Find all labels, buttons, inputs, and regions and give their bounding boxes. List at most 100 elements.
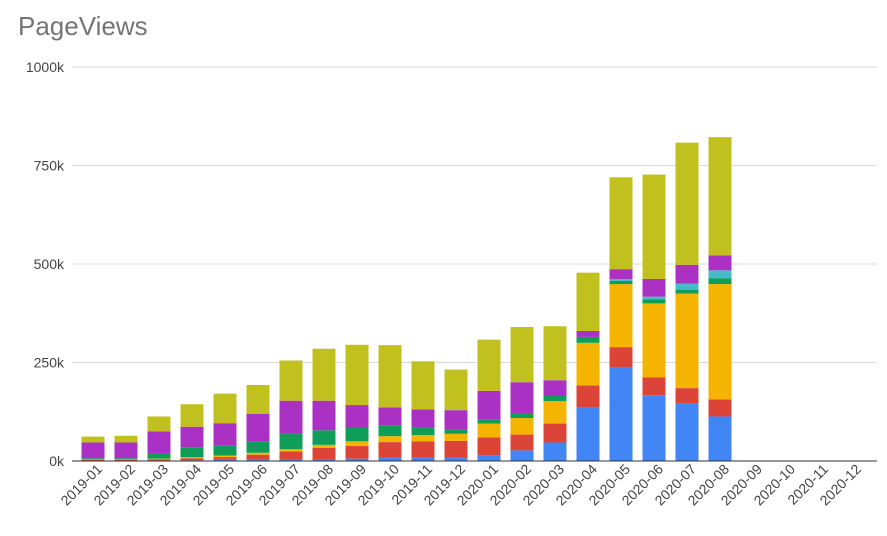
bar-segment-2019-08-s1 [312, 447, 336, 460]
bar-segment-2019-11-s2 [411, 434, 435, 442]
bar-segment-2019-06-s3 [246, 441, 270, 453]
bar-segment-2019-09-s0 [345, 458, 369, 461]
bar-segment-2019-02-s1 [114, 459, 138, 461]
bar-segment-2020-04-s1 [576, 385, 600, 408]
bar-segment-2019-12-s0 [444, 457, 468, 461]
bar-segment-2020-01-s0 [477, 455, 501, 461]
bar-segment-2019-03-s5 [147, 431, 171, 454]
bar-segment-2019-06-s0 [246, 459, 270, 461]
bar-segment-2020-08-s0 [708, 416, 732, 461]
bar-segment-2020-03-s6 [543, 326, 567, 381]
gridlines [72, 66, 877, 363]
bar-segment-2019-04-s3 [180, 447, 204, 458]
bar-segment-2019-07-s3 [279, 433, 303, 450]
bar-segment-2020-01-s3 [477, 419, 501, 424]
bar-segment-2020-07-s1 [675, 388, 699, 404]
bar-segment-2020-01-s1 [477, 437, 501, 456]
bar-segment-2019-10-s6 [378, 345, 402, 408]
bar-segment-2020-04-s0 [576, 407, 600, 461]
bar-segment-2020-03-s5 [543, 380, 567, 396]
bar-segment-2019-10-s3 [378, 425, 402, 437]
bar-segment-2019-11-s6 [411, 361, 435, 410]
bar-segment-2020-07-s3 [675, 289, 699, 294]
bar-segment-2020-02-s1 [510, 434, 534, 451]
y-tick-label: 0k [49, 453, 65, 469]
bar-segment-2020-07-s4 [675, 283, 699, 290]
bar-segment-2020-02-s5 [510, 382, 534, 413]
bar-segment-2019-11-s0 [411, 457, 435, 461]
bar-segment-2019-11-s3 [411, 427, 435, 435]
bar-segment-2019-06-s5 [246, 413, 270, 442]
bar-segment-2020-02-s3 [510, 412, 534, 419]
bar-segment-2019-07-s5 [279, 400, 303, 434]
bar-segment-2019-06-s2 [246, 452, 270, 455]
bar-segment-2019-04-s5 [180, 426, 204, 448]
bar-segment-2020-08-s1 [708, 399, 732, 417]
bar-segment-2019-01-s6 [81, 436, 105, 443]
bar-segment-2020-05-s4 [609, 278, 633, 281]
bar-segment-2019-07-s6 [279, 360, 303, 401]
bar-segment-2019-09-s6 [345, 344, 369, 406]
bar-segment-2020-01-s6 [477, 339, 501, 391]
bar-segment-2020-03-s1 [543, 423, 567, 443]
bar-segment-2020-04-s5 [576, 330, 600, 337]
bar-segment-2019-03-s3 [147, 453, 171, 459]
bar-segment-2019-11-s1 [411, 441, 435, 458]
bar-segment-2019-04-s2 [180, 457, 204, 459]
bar-segment-2020-05-s0 [609, 367, 633, 461]
bar-segment-2020-01-s5 [477, 390, 501, 420]
y-tick-label: 500k [34, 256, 65, 272]
bar-segment-2020-07-s6 [675, 142, 699, 265]
bar-segment-2019-08-s3 [312, 430, 336, 445]
bar-segment-2020-06-s1 [642, 377, 666, 396]
bar-segment-2020-04-s3 [576, 336, 600, 343]
bar-segment-2019-05-s3 [213, 445, 237, 456]
bar-segment-2019-03-s6 [147, 416, 171, 432]
bar-segment-2020-08-s2 [708, 284, 732, 400]
bar-segment-2020-03-s0 [543, 442, 567, 461]
bar-segment-2019-02-s6 [114, 435, 138, 443]
bar-segment-2019-06-s1 [246, 454, 270, 460]
bar-segment-2020-02-s6 [510, 327, 534, 383]
bar-segment-2020-05-s3 [609, 280, 633, 285]
bar-segment-2019-05-s0 [213, 459, 237, 461]
bar-segment-2019-10-s2 [378, 436, 402, 443]
bar-segment-2019-09-s1 [345, 446, 369, 459]
y-tick-label: 750k [34, 158, 65, 174]
bar-segment-2019-04-s6 [180, 404, 204, 427]
bar-segment-2019-07-s0 [279, 459, 303, 461]
bar-segment-2019-05-s1 [213, 457, 237, 460]
bar-segment-2020-05-s5 [609, 269, 633, 279]
bar-segment-2020-08-s6 [708, 137, 732, 256]
bar-segment-2019-05-s5 [213, 423, 237, 446]
bar-segment-2020-08-s3 [708, 278, 732, 285]
bar-segment-2020-03-s3 [543, 395, 567, 402]
bar-segment-2019-09-s2 [345, 441, 369, 447]
bar-segment-2019-02-s5 [114, 442, 138, 459]
bar-segment-2019-03-s1 [147, 459, 171, 461]
stacked-bars [81, 137, 732, 461]
bar-segment-2020-05-s2 [609, 284, 633, 348]
bar-segment-2019-12-s1 [444, 440, 468, 458]
bar-segment-2019-12-s3 [444, 429, 468, 434]
bar-segment-2020-06-s3 [642, 299, 666, 304]
bar-segment-2020-03-s2 [543, 401, 567, 424]
bar-segment-2020-01-s2 [477, 423, 501, 438]
bar-segment-2019-07-s1 [279, 451, 303, 460]
bar-segment-2020-05-s6 [609, 177, 633, 270]
bar-segment-2019-05-s6 [213, 393, 237, 424]
bar-segment-2019-08-s2 [312, 444, 336, 448]
chart-title: PageViews [18, 11, 148, 41]
bar-segment-2019-10-s1 [378, 442, 402, 458]
y-tick-label: 1000k [26, 59, 65, 75]
bar-segment-2019-12-s5 [444, 410, 468, 430]
bar-segment-2019-01-s5 [81, 442, 105, 459]
bar-segment-2019-09-s3 [345, 427, 369, 442]
bar-segment-2020-06-s2 [642, 303, 666, 378]
bar-segment-2019-10-s5 [378, 407, 402, 426]
bar-segment-2019-11-s5 [411, 409, 435, 428]
bar-segment-2020-07-s2 [675, 293, 699, 389]
bar-segment-2019-09-s5 [345, 405, 369, 428]
bar-segment-2019-04-s1 [180, 458, 204, 461]
